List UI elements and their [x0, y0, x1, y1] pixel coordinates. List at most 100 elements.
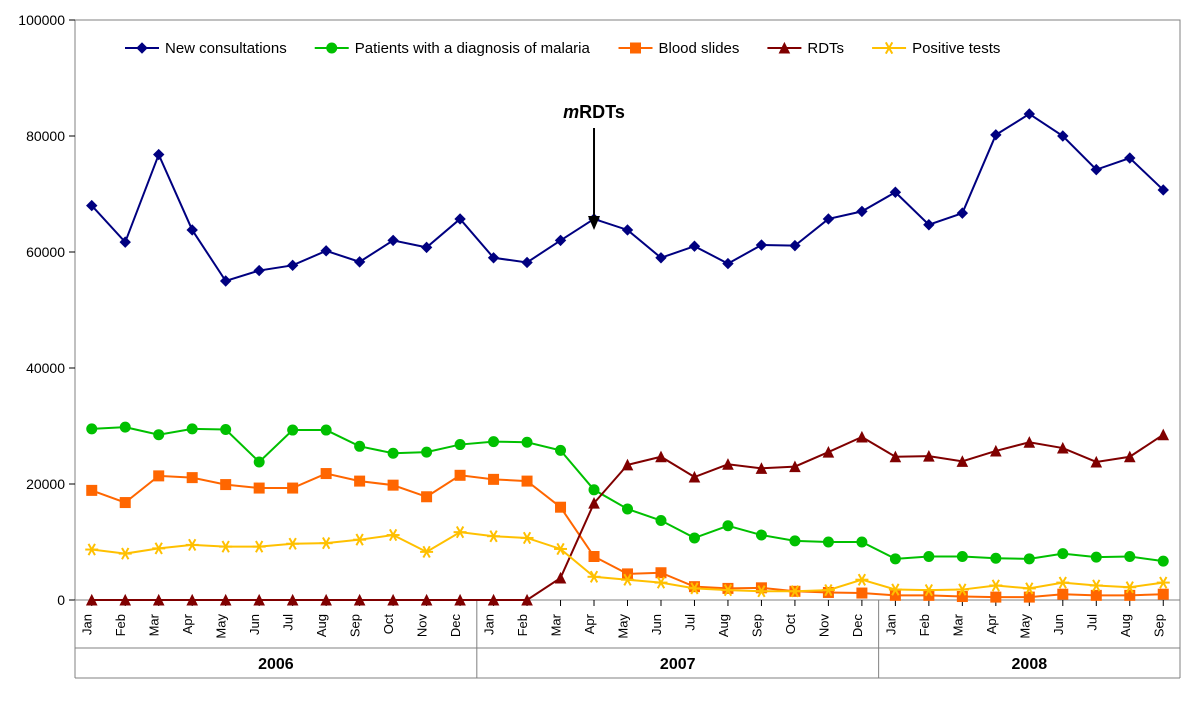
y-tick-label: 20000: [26, 476, 65, 492]
x-month-label: Jul: [682, 614, 697, 631]
chart-svg: 0 20000 40000 60000 80000 100000 Jan Feb Mar Apr M…: [0, 0, 1200, 726]
x-month-label: Feb: [515, 614, 530, 636]
x-month-label: Oct: [783, 614, 798, 635]
marker-square: [154, 471, 164, 481]
legend-label: Patients with a diagnosis of malaria: [355, 40, 591, 57]
x-month-label: Aug: [716, 614, 731, 637]
x-month-label: Jun: [247, 614, 262, 635]
x-year-label: 2006: [258, 656, 294, 673]
marker-square: [388, 480, 398, 490]
x-month-label: Dec: [448, 614, 463, 638]
marker-circle: [623, 504, 633, 514]
x-month-label: Feb: [917, 614, 932, 636]
marker-circle: [857, 537, 867, 547]
annotation-label: mRDTs: [563, 102, 625, 122]
marker-square: [321, 469, 331, 479]
marker-square: [87, 485, 97, 495]
x-month-label: Mar: [950, 613, 965, 636]
line-chart: 0 20000 40000 60000 80000 100000 Jan Feb Mar Apr M…: [0, 0, 1200, 726]
marker-circle: [355, 441, 365, 451]
marker-square: [355, 476, 365, 486]
marker-circle: [254, 457, 264, 467]
marker-square: [455, 470, 465, 480]
marker-circle: [890, 554, 900, 564]
x-month-label: Sep: [348, 614, 363, 637]
legend-label: New consultations: [165, 40, 287, 57]
marker-circle: [689, 533, 699, 543]
x-month-label: Jun: [649, 614, 664, 635]
x-month-label: Feb: [113, 614, 128, 636]
legend-label: Blood slides: [659, 40, 740, 57]
x-month-label: May: [214, 614, 229, 639]
x-month-label: Sep: [749, 614, 764, 637]
legend-label: RDTs: [807, 40, 844, 57]
marker-circle: [1158, 556, 1168, 566]
marker-circle: [87, 424, 97, 434]
marker-square: [631, 43, 641, 53]
x-month-label: Nov: [816, 614, 831, 638]
y-tick-label: 100000: [18, 12, 65, 28]
marker-square: [187, 473, 197, 483]
marker-circle: [321, 425, 331, 435]
marker-circle: [187, 424, 197, 434]
marker-square: [556, 502, 566, 512]
marker-square: [1058, 589, 1068, 599]
marker-circle: [991, 553, 1001, 563]
x-month-label: Mar: [147, 613, 162, 636]
marker-square: [623, 569, 633, 579]
marker-circle: [957, 552, 967, 562]
marker-square: [522, 476, 532, 486]
marker-circle: [756, 530, 766, 540]
marker-square: [656, 568, 666, 578]
x-year-label: 2008: [1012, 656, 1048, 673]
x-year-label: 2007: [660, 656, 696, 673]
x-month-label: Jan: [883, 614, 898, 635]
x-month-label: May: [1017, 614, 1032, 639]
marker-circle: [221, 424, 231, 434]
marker-circle: [154, 430, 164, 440]
marker-circle: [1024, 554, 1034, 564]
x-month-label: Mar: [549, 613, 564, 636]
marker-square: [991, 592, 1001, 602]
x-month-label: Dec: [850, 614, 865, 638]
x-month-label: Apr: [582, 613, 597, 634]
x-month-label: Nov: [415, 614, 430, 638]
marker-circle: [924, 552, 934, 562]
marker-circle: [522, 437, 532, 447]
marker-circle: [656, 516, 666, 526]
y-tick-label: 0: [57, 592, 65, 608]
marker-square: [589, 552, 599, 562]
legend-label: Positive tests: [912, 40, 1000, 57]
marker-circle: [120, 422, 130, 432]
marker-circle: [455, 440, 465, 450]
y-tick-label: 40000: [26, 360, 65, 376]
marker-square: [422, 492, 432, 502]
marker-circle: [790, 536, 800, 546]
x-month-label: Sep: [1151, 614, 1166, 637]
marker-circle: [489, 437, 499, 447]
x-month-label: Jun: [1051, 614, 1066, 635]
marker-circle: [327, 43, 337, 53]
marker-square: [288, 483, 298, 493]
marker-circle: [589, 485, 599, 495]
marker-square: [254, 483, 264, 493]
x-month-label: Apr: [180, 613, 195, 634]
x-month-label: Jan: [482, 614, 497, 635]
x-month-label: Oct: [381, 614, 396, 635]
marker-square: [1091, 590, 1101, 600]
x-month-label: Jul: [281, 614, 296, 631]
marker-circle: [556, 445, 566, 455]
y-tick-label: 60000: [26, 244, 65, 260]
marker-circle: [1091, 552, 1101, 562]
marker-circle: [723, 521, 733, 531]
marker-circle: [388, 448, 398, 458]
marker-square: [120, 498, 130, 508]
marker-circle: [288, 425, 298, 435]
marker-circle: [823, 537, 833, 547]
x-month-label: Aug: [1118, 614, 1133, 637]
x-month-label: Apr: [984, 613, 999, 634]
marker-square: [1158, 589, 1168, 599]
x-month-label: Jul: [1084, 614, 1099, 631]
y-tick-label: 80000: [26, 128, 65, 144]
marker-circle: [1125, 552, 1135, 562]
